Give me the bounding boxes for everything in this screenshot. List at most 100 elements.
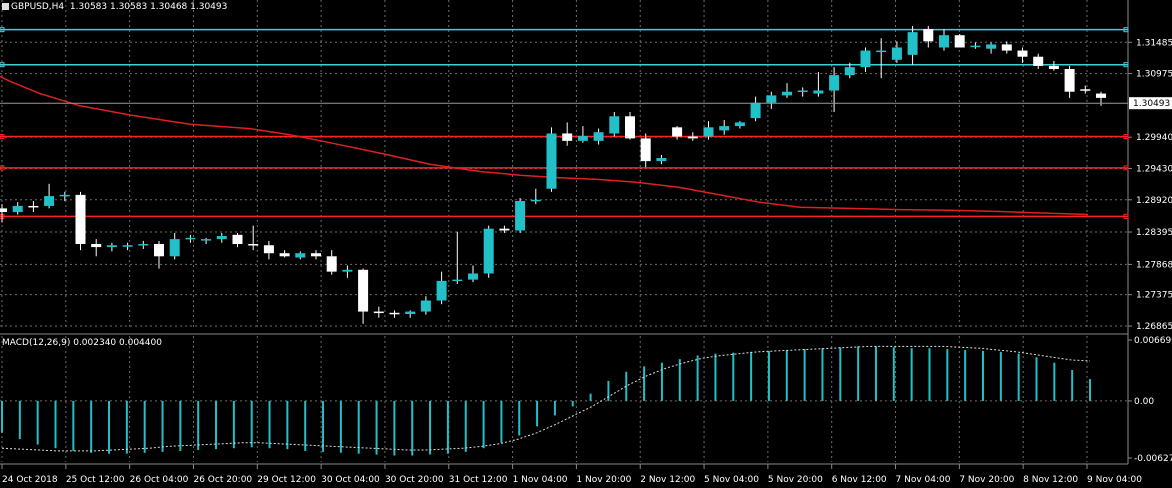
candle-body [876,50,887,53]
candle-body [279,253,290,257]
candle-body [515,201,526,231]
candle-body [342,269,353,272]
price-tick-label: 1.26865 [1136,322,1172,332]
candle-body [295,253,306,258]
candle-body [216,236,227,240]
candle-body [311,253,321,257]
time-tick-label: 26 Oct 04:00 [130,475,189,485]
time-tick-label: 6 Nov 12:00 [832,475,887,485]
candle-body [907,32,918,55]
candle-body [389,312,400,315]
time-tick-label: 31 Oct 12:00 [449,475,508,485]
candle-body [106,245,117,248]
candle-body [483,228,494,274]
candle-body [734,122,745,127]
chart-window-icon [2,3,9,10]
level-anchor [0,165,5,171]
time-tick-label: 26 Oct 20:00 [193,475,252,485]
time-tick-label: 29 Oct 12:00 [257,475,316,485]
price-tick-label: 1.29430 [1136,164,1172,174]
candle-body [263,245,274,254]
level-anchor [0,27,5,33]
candle-body [750,102,761,119]
candle-body [546,133,557,189]
candle-body [154,244,164,257]
candle-body [577,135,588,141]
candle-body [1048,65,1059,69]
candle-body [248,244,259,246]
price-tick-label: 1.27375 [1136,291,1172,301]
time-tick-label: 24 Oct 2018 [2,475,58,485]
candle-body [923,29,934,42]
candle-body [326,256,337,272]
candle-body [499,228,510,231]
candle-body [687,136,698,139]
candle-body [829,75,840,91]
time-tick-label: 9 Nov 04:00 [1087,475,1142,485]
candle-body [1001,44,1012,51]
level-anchor [1123,62,1129,68]
candle-body [405,311,416,315]
candle-body [122,245,133,247]
candle-body [640,138,651,162]
candle-body [452,279,463,282]
candle-body [1096,93,1106,98]
candle-body [986,44,997,49]
price-tick-label: 1.28395 [1136,228,1172,238]
candle-body [1064,68,1075,92]
ohlc-values: 1.30583 1.30583 1.30468 1.30493 [69,2,228,12]
candle-body [970,45,981,48]
candle-body [672,127,683,137]
candle-body [891,47,902,60]
macd-tick-label: 0.006699 [1134,336,1172,346]
time-tick-label: 25 Oct 12:00 [66,475,125,485]
price-tick-label: 1.28920 [1136,196,1172,206]
candle-body [954,35,965,48]
time-tick-label: 30 Oct 04:00 [321,475,380,485]
candle-body [939,35,949,48]
time-tick-label: 30 Oct 20:00 [385,475,444,485]
time-tick-label: 5 Nov 20:00 [768,475,823,485]
candle-body [703,127,714,137]
candle-body [201,239,212,241]
candle-body [530,199,541,202]
price-tick-label: 1.30975 [1136,70,1172,80]
candle-body [44,196,55,206]
candle-body [138,244,149,246]
candle-body [436,280,447,301]
level-anchor [1123,134,1129,140]
candle-body [12,205,23,213]
candle-body [232,234,243,245]
candle-body [625,116,635,139]
candle-body [656,158,667,162]
time-tick-label: 7 Nov 04:00 [896,475,951,485]
symbol-label: GBPUSD,H4 [11,2,65,12]
candle-body [91,244,102,248]
candle-body [28,205,39,208]
time-tick-label: 2 Nov 12:00 [640,475,695,485]
time-tick-label: 1 Nov 20:00 [576,475,631,485]
time-tick-label: 1 Nov 04:00 [513,475,568,485]
macd-signal-line [1,345,1091,452]
candle-body [169,239,180,257]
candle-body [797,90,808,92]
candle-body [185,237,196,240]
candle-body [358,269,369,312]
candle-body [813,90,824,94]
macd-header: MACD(12,26,9) 0.002340 0.004400 [2,338,162,348]
candle-body [1033,56,1044,66]
current-price-label: 1.30493 [1133,99,1170,109]
level-anchor [1123,27,1129,33]
candle-body [373,311,384,314]
time-tick-label: 7 Nov 20:00 [959,475,1014,485]
candle-body [844,67,855,76]
level-anchor [0,134,5,140]
moving-average-line [0,75,1089,216]
price-tick-label: 1.29940 [1136,133,1172,143]
candle-body [468,273,478,280]
candle-body [420,300,431,312]
level-anchor [0,62,5,68]
level-anchor [1123,165,1129,171]
time-tick-label: 8 Nov 12:00 [1023,475,1078,485]
